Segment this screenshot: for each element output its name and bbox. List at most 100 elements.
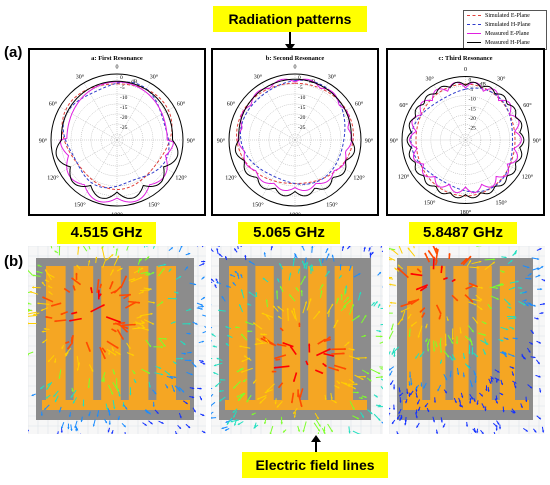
field-vector-head (188, 425, 191, 428)
antenna-metal-strip (73, 266, 94, 408)
field-vector-head (37, 302, 40, 305)
polar-angle-label: 90° (365, 138, 374, 145)
field-vector-head (211, 278, 213, 281)
field-vector-head (64, 288, 67, 291)
field-vector (69, 317, 82, 322)
field-vector-head (331, 254, 334, 257)
field-vector-head (305, 261, 309, 264)
field-vector-head (114, 290, 117, 293)
field-vector-head (328, 336, 331, 339)
field-vector-head (265, 338, 268, 341)
field-vector-head (359, 292, 362, 295)
field-vector-head (540, 288, 543, 291)
field-vector-head (189, 308, 192, 311)
frequency-label-second: 5.065 GHz (238, 222, 340, 244)
field-vector-head (510, 260, 513, 263)
polar-grid-spoke (83, 139, 118, 198)
field-vector-head (60, 430, 63, 433)
polar-trace-3 (55, 80, 179, 199)
field-vector-head (116, 389, 119, 392)
field-vector-head (88, 349, 91, 352)
field-vector (121, 323, 136, 327)
field-vector-head (389, 301, 392, 304)
field-vector-head (118, 320, 121, 323)
field-vector (140, 313, 153, 317)
field-vector (144, 246, 146, 248)
field-vector-head (541, 430, 545, 433)
field-vector-head (421, 315, 424, 318)
field-vector-head (369, 379, 372, 382)
field-vector-head (75, 272, 78, 275)
field-vector-head (527, 266, 530, 269)
field-vector-head (282, 342, 285, 345)
field-vector (57, 431, 59, 434)
field-vector-head (444, 391, 447, 394)
field-vector-head (538, 417, 541, 420)
field-vector-head (182, 390, 185, 393)
field-vector-head (302, 430, 305, 433)
field-vector-head (45, 316, 48, 319)
field-vector-head (475, 321, 478, 324)
field-vector-head (324, 398, 327, 401)
field-vector-head (183, 352, 186, 355)
field-vector (379, 366, 383, 368)
field-vector-head (199, 398, 202, 401)
field-vector-head (280, 327, 283, 330)
field-vector-head (439, 311, 442, 314)
field-vector-head (54, 250, 57, 253)
field-vector-head (514, 250, 517, 253)
polar-grid-spoke (59, 139, 118, 174)
field-vector-head (103, 350, 106, 353)
polar-angle-label: 90° (187, 138, 196, 145)
polar-grid-ring (228, 73, 362, 207)
field-vector-head (201, 305, 204, 308)
field-vector-head (234, 271, 237, 274)
field-vector-head (415, 356, 418, 359)
field-vector-head (71, 312, 74, 315)
field-vector-head (185, 402, 188, 404)
field-vector-head (275, 290, 279, 293)
field-vector-head (256, 338, 259, 341)
field-vector-head (111, 281, 114, 284)
field-vector (389, 277, 394, 280)
field-vector-head (188, 322, 191, 325)
field-vector-head (357, 358, 360, 361)
field-vector-head (356, 391, 359, 394)
polar-plot-svg: c: Third Resonance 0 30° 60° 90° 120° 150° 180°… (390, 55, 542, 214)
field-vector-head (161, 421, 164, 424)
field-vector-head (185, 266, 188, 269)
field-vector-head (470, 300, 473, 303)
field-vector (90, 303, 105, 313)
polar-angle-label: 120° (175, 175, 187, 182)
field-vector-head (439, 361, 443, 364)
field-vector-head (475, 354, 478, 357)
field-vector (380, 385, 383, 390)
field-vector-head (464, 258, 468, 261)
field-vector-head (202, 263, 205, 266)
field-vector-head (487, 389, 490, 392)
field-vector-head (36, 270, 39, 273)
field-vector (413, 246, 415, 249)
field-vector-head (290, 346, 293, 349)
antenna-metal-strip (281, 266, 301, 408)
polar-radial-tick-label: -15 (298, 105, 306, 111)
field-vector (462, 255, 472, 266)
polar-plot-svg: a: First Resonance 0 30° 60° 90° 120° 150° 180°… (39, 55, 196, 214)
field-vector-head (190, 373, 193, 376)
field-vector-head (114, 353, 117, 356)
field-vector-head (391, 352, 394, 355)
field-vector-head (541, 266, 544, 269)
field-vector-head (336, 368, 339, 372)
field-vector-head (123, 321, 126, 325)
legend-entry-3: Measured H-Plane (464, 38, 546, 47)
field-vector-head (400, 310, 403, 313)
field-vector (127, 300, 141, 304)
field-vector-head (146, 411, 149, 414)
polar-radial-tick-label: -5 (120, 85, 125, 91)
antenna-metal-strip (430, 266, 446, 408)
field-vector (328, 366, 340, 372)
field-vector (137, 326, 150, 331)
field-vector-head (118, 352, 121, 355)
field-vector-head (400, 304, 403, 307)
field-vector-head (77, 246, 80, 249)
